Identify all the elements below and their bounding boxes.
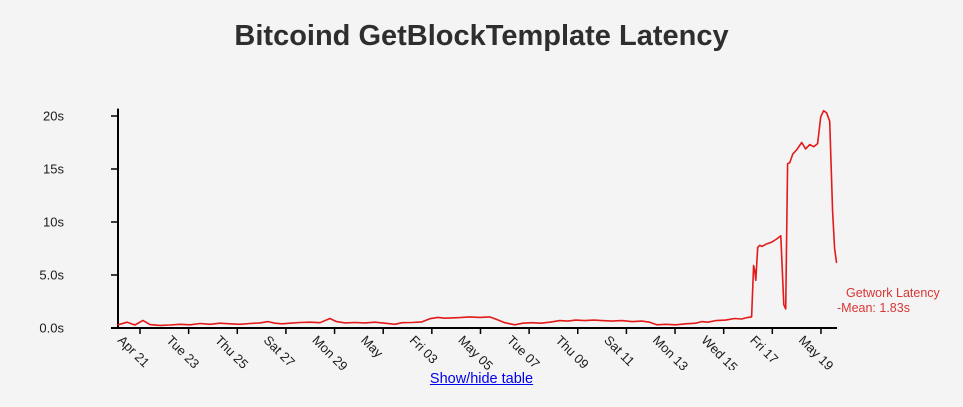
x-tick-label: Thu 09 [553,333,592,370]
x-tick-label: May 19 [796,333,837,370]
y-tick-label: 5.0s [39,268,64,283]
x-tick-label: Apr 21 [115,333,153,370]
x-tick-label: May 05 [455,333,496,370]
x-tick-label: Tue 07 [504,333,543,370]
x-tick-label: Sat 27 [261,333,298,370]
x-tick-label: Wed 15 [699,333,741,370]
show-hide-table-link[interactable]: Show/hide table [429,371,534,387]
x-tick-label: Mon 29 [309,333,350,370]
legend-series-label: Getwork Latency [846,286,940,300]
latency-chart: 0.0s 5.0s 10s 15s 20s Apr 21 Tue 23 Thu 25 Sat 2… [39,109,838,370]
x-tick-label: Fri 03 [407,333,441,367]
x-tick-label: May [358,333,386,361]
legend-mean-label: -Mean: 1.83s [837,300,910,315]
y-tick-label: 10s [43,215,64,230]
table-toggle-wrap: Show/hide table [0,371,963,387]
y-tick-label: 15s [43,162,64,177]
chart-legend: Getwork Latency -Mean: 1.83s [836,286,963,316]
x-tick-label: Fri 17 [747,333,781,367]
latency-series-line [117,109,838,327]
y-tick-label: 20s [43,109,64,124]
x-tick-label: Sat 11 [601,333,638,370]
x-tick-label: Thu 25 [212,333,251,370]
x-tick-label: Mon 13 [650,333,691,370]
page-title: Bitcoind GetBlockTemplate Latency [234,20,729,52]
y-tick-label: 0.0s [39,321,64,336]
x-tick-label: Tue 23 [164,333,203,370]
